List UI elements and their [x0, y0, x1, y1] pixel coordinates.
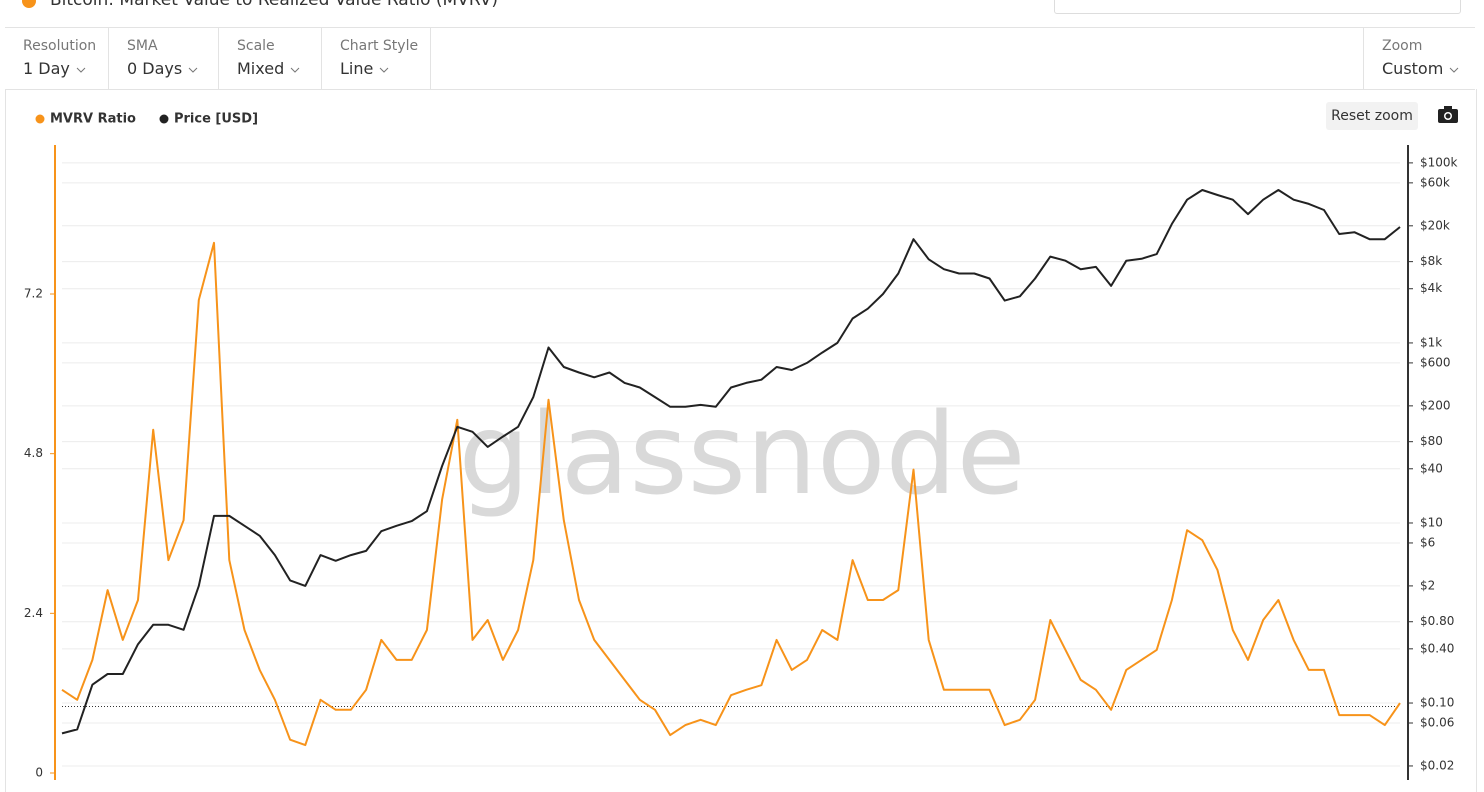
- y2-tick-label: $0.10: [1420, 696, 1454, 710]
- resolution-select[interactable]: Resolution 1 Day: [5, 28, 109, 89]
- y-tick-label: 7.2: [24, 287, 43, 301]
- select-value: Custom: [1382, 59, 1444, 78]
- select-label: Chart Style: [340, 38, 419, 54]
- y2-tick-label: $10: [1420, 515, 1443, 529]
- y2-tick-label: $600: [1420, 355, 1451, 369]
- y-tick-label: 4.8: [24, 446, 43, 460]
- y2-tick-label: $60k: [1420, 175, 1450, 189]
- y2-tick-label: $100k: [1420, 155, 1458, 169]
- select-value: 0 Days: [127, 59, 183, 78]
- y2-tick-label: $200: [1420, 398, 1451, 412]
- select-label: Scale: [237, 38, 275, 54]
- reset-zoom-button[interactable]: Reset zoom: [1326, 102, 1418, 130]
- select-label: SMA: [127, 38, 158, 54]
- select-label: Resolution: [23, 38, 97, 54]
- y2-tick-label: $2: [1420, 578, 1435, 592]
- y2-tick-label: $8k: [1420, 254, 1442, 268]
- legend-marker: [35, 114, 45, 124]
- select-label: Zoom: [1382, 38, 1423, 54]
- y2-tick-label: $80: [1420, 434, 1443, 448]
- y2-tick-label: $6: [1420, 535, 1435, 549]
- legend-label[interactable]: Price [USD]: [174, 112, 258, 127]
- asset-icon: [22, 0, 36, 8]
- series-line: [61, 189, 1401, 735]
- y2-tick-label: $0.06: [1420, 715, 1454, 729]
- toolbar: Resolution 1 Day SMA 0 Days Scale Mixed …: [5, 27, 1475, 90]
- zoom-select[interactable]: Zoom Custom: [1363, 28, 1476, 89]
- y2-tick-label: $0.02: [1420, 758, 1454, 772]
- camera-icon[interactable]: [1438, 106, 1458, 123]
- select-value: Line: [340, 59, 374, 78]
- y2-tick-label: $1k: [1420, 335, 1442, 349]
- watermark: glassnode: [458, 390, 1025, 520]
- y2-tick-label: $40: [1420, 461, 1443, 475]
- date-range[interactable]: [1054, 0, 1461, 14]
- y2-tick-label: $20k: [1420, 218, 1450, 232]
- y2-tick-label: $0.40: [1420, 641, 1454, 655]
- scale-select[interactable]: Scale Mixed: [219, 28, 322, 89]
- legend-label[interactable]: MVRV Ratio: [50, 112, 136, 127]
- y-tick-label: 0: [35, 766, 43, 780]
- y2-tick-label: $0.80: [1420, 614, 1454, 628]
- select-value: 1 Day: [23, 59, 70, 78]
- y-tick-label: 2.4: [24, 606, 43, 620]
- select-value: Mixed: [237, 59, 285, 78]
- y2-tick-label: $4k: [1420, 281, 1442, 295]
- page-title: Bitcoin: Market Value to Realized Value …: [50, 0, 498, 10]
- legend-marker: [159, 114, 169, 124]
- style-select[interactable]: Chart Style Line: [322, 28, 431, 89]
- sma-select[interactable]: SMA 0 Days: [109, 28, 219, 89]
- chart-panel: [5, 89, 1477, 792]
- series-line: [61, 241, 1401, 747]
